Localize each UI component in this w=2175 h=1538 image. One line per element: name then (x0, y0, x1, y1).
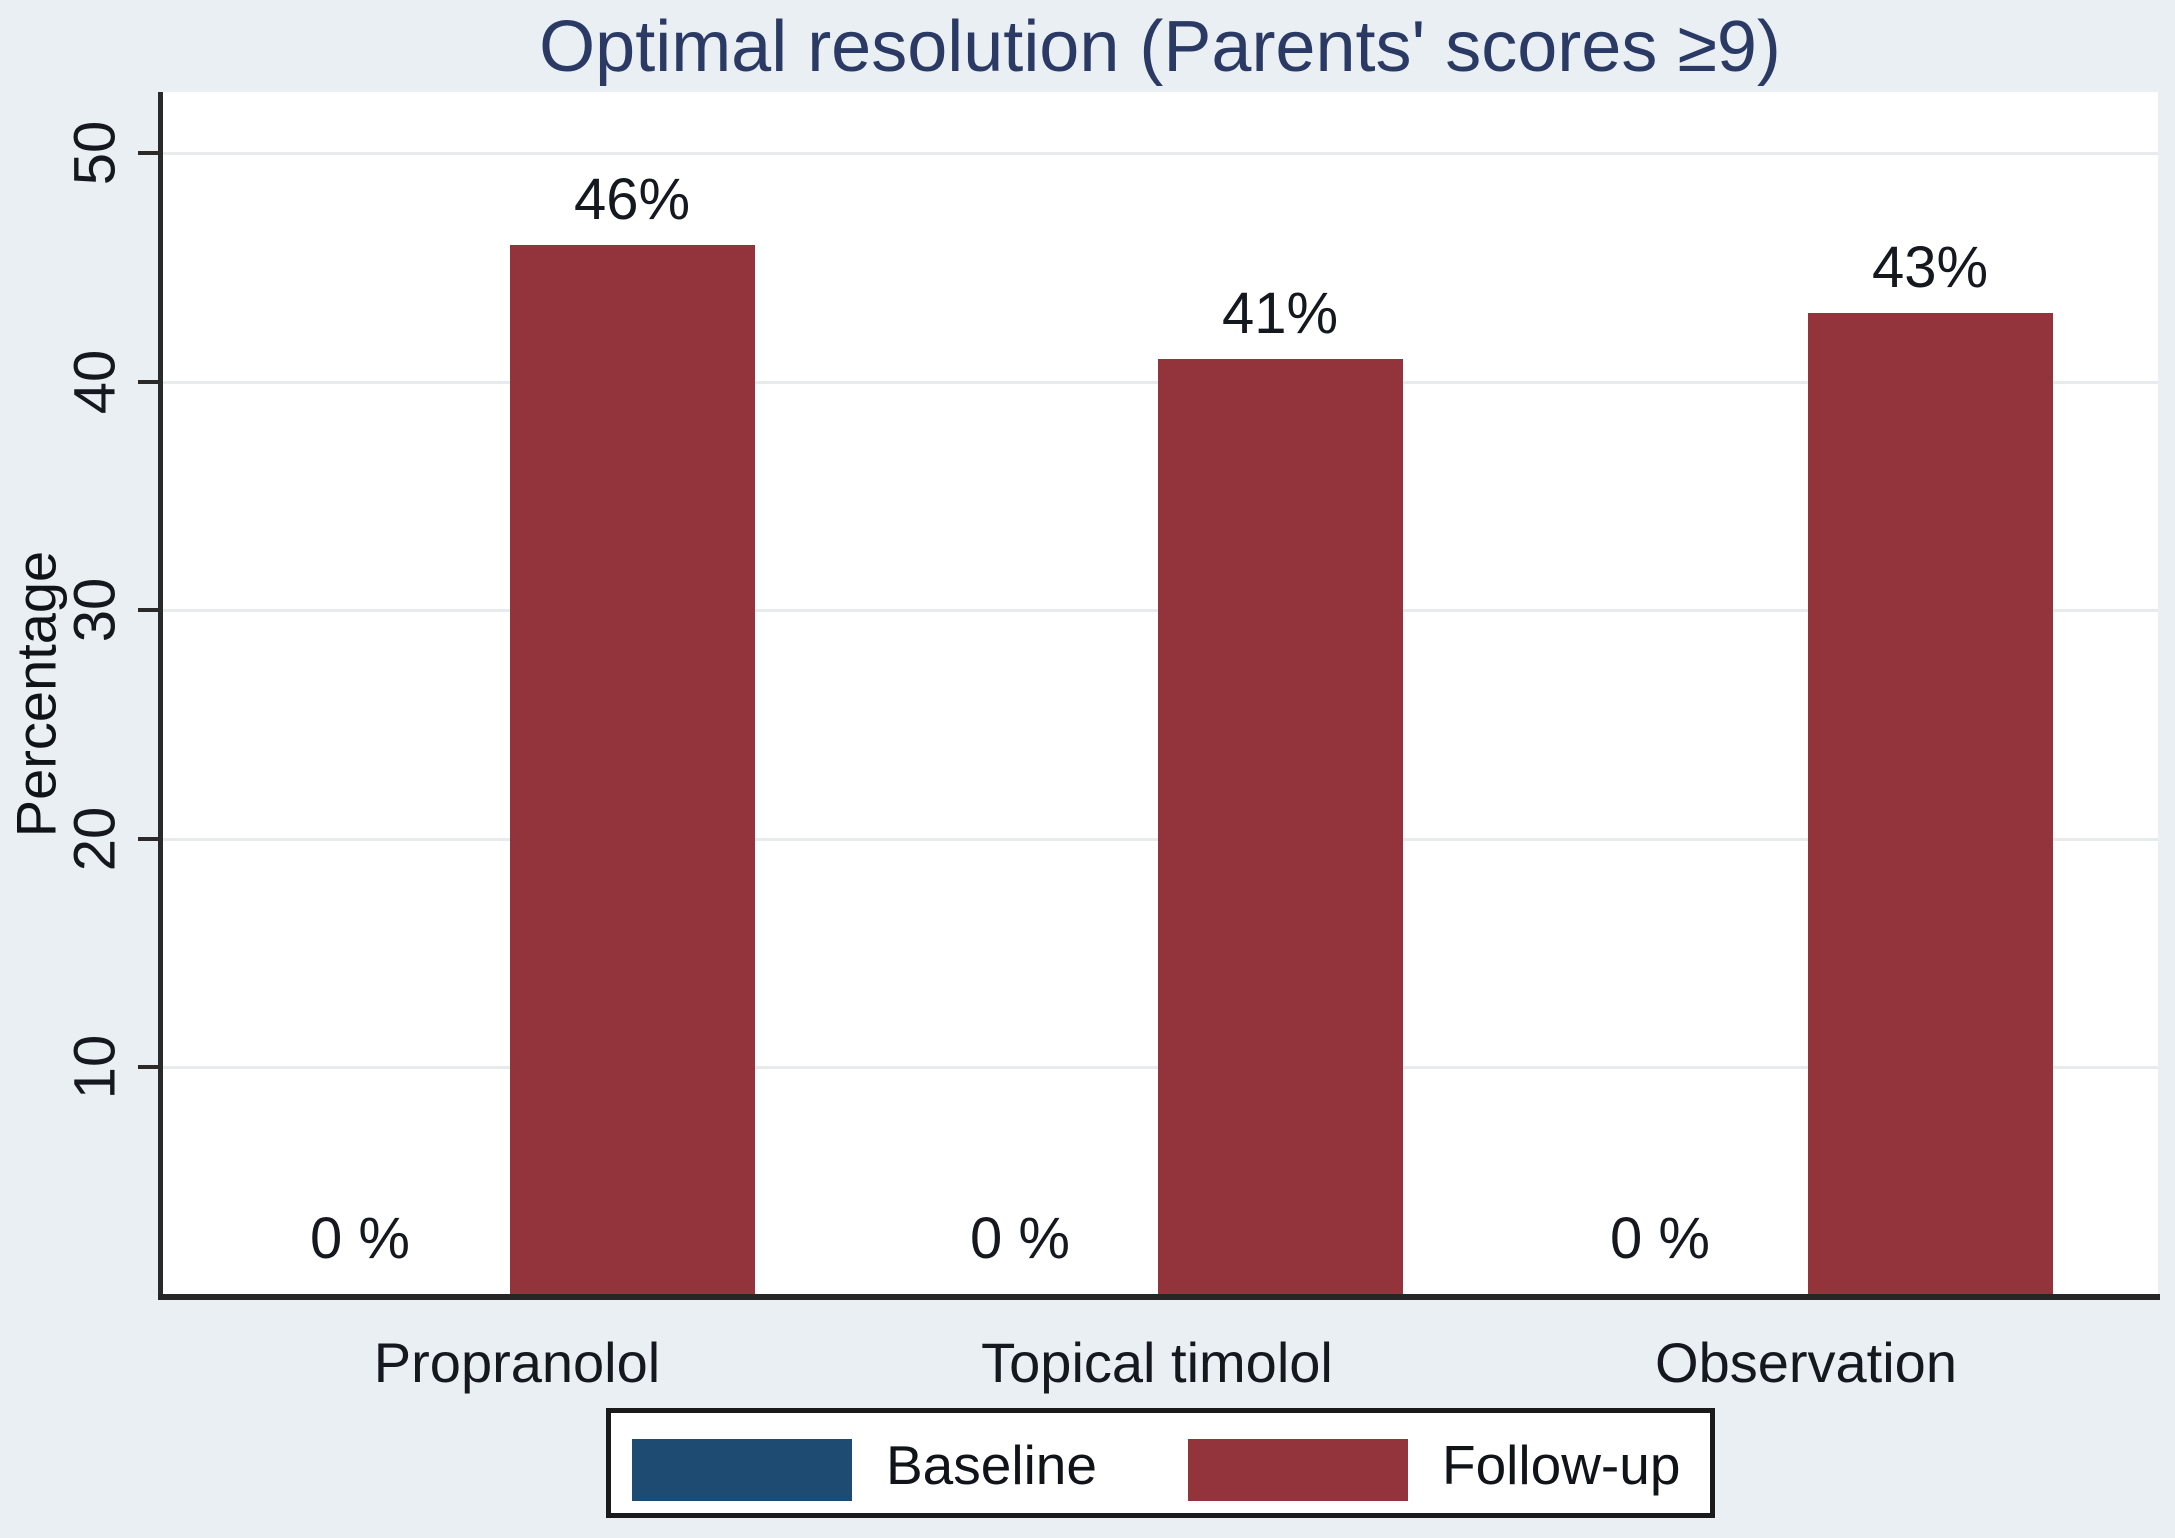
gridline-50 (163, 152, 2158, 156)
x-axis-line (158, 1294, 2160, 1300)
y-tick-10 (138, 1065, 162, 1070)
category-label-observation: Observation (1655, 1331, 1957, 1394)
bar-follow-up-propranolol (509, 245, 755, 1296)
value-label-follow-up-topical-timolol: 41% (1221, 281, 1339, 346)
legend-label-follow-up: Follow-up (1442, 1434, 1681, 1496)
value-label-baseline-propranolol: 0 % (310, 1206, 410, 1271)
y-tick-30 (138, 608, 162, 613)
y-tick-40 (138, 379, 162, 384)
legend-swatch-baseline (632, 1439, 852, 1501)
legend-swatch-follow-up (1188, 1439, 1408, 1501)
y-tick-label-30: 30 (62, 578, 128, 643)
y-tick-label-20: 20 (62, 806, 128, 872)
y-tick-label-40: 40 (62, 349, 128, 414)
chart-title: Optimal resolution (Parents' scores ≥9) (539, 7, 1781, 87)
plot-area: 0 % 0 % 0 % 46% 41% 43% (163, 92, 2158, 1296)
bar-follow-up-observation (1807, 313, 2053, 1296)
value-label-follow-up-propranolol: 46% (573, 167, 691, 232)
y-tick-label-10: 10 (62, 1035, 128, 1100)
bar-follow-up-topical-timolol (1157, 359, 1403, 1296)
y-tick-50 (138, 151, 162, 156)
value-label-baseline-observation: 0 % (1610, 1206, 1710, 1271)
category-label-propranolol: Propranolol (373, 1331, 661, 1394)
y-tick-label-50: 50 (62, 120, 128, 186)
legend: Baseline Follow-up (606, 1408, 1715, 1518)
legend-label-baseline: Baseline (886, 1434, 1097, 1496)
y-tick-20 (138, 836, 162, 841)
y-axis-title: Percentage (4, 550, 68, 838)
value-label-baseline-topical-timolol: 0 % (970, 1206, 1070, 1271)
value-label-follow-up-observation: 43% (1871, 235, 1989, 300)
y-axis-line (158, 92, 163, 1300)
category-label-topical-timolol: Topical timolol (981, 1331, 1333, 1394)
